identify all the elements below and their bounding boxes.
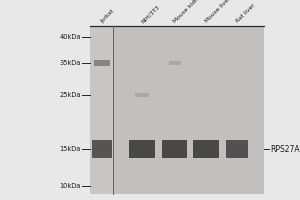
Bar — [90, 26, 112, 194]
Text: 25kDa: 25kDa — [59, 92, 81, 98]
Text: RPS27A: RPS27A — [270, 144, 300, 154]
Bar — [169, 61, 181, 65]
Bar — [112, 26, 264, 194]
Bar — [162, 140, 187, 158]
Bar — [94, 60, 110, 66]
Text: Jurkat: Jurkat — [100, 8, 116, 24]
Text: 10kDa: 10kDa — [60, 183, 81, 189]
Text: Mouse kidney: Mouse kidney — [172, 0, 205, 24]
Bar — [92, 140, 112, 158]
Text: NIH/3T3: NIH/3T3 — [140, 4, 160, 24]
Bar — [193, 140, 218, 158]
Bar — [129, 140, 155, 158]
Bar — [135, 93, 148, 97]
Text: Rat liver: Rat liver — [235, 3, 256, 24]
Text: Mouse liver: Mouse liver — [204, 0, 231, 24]
Text: 40kDa: 40kDa — [59, 34, 81, 40]
Text: 15kDa: 15kDa — [60, 146, 81, 152]
Text: 35kDa: 35kDa — [60, 60, 81, 66]
Bar — [226, 140, 248, 158]
